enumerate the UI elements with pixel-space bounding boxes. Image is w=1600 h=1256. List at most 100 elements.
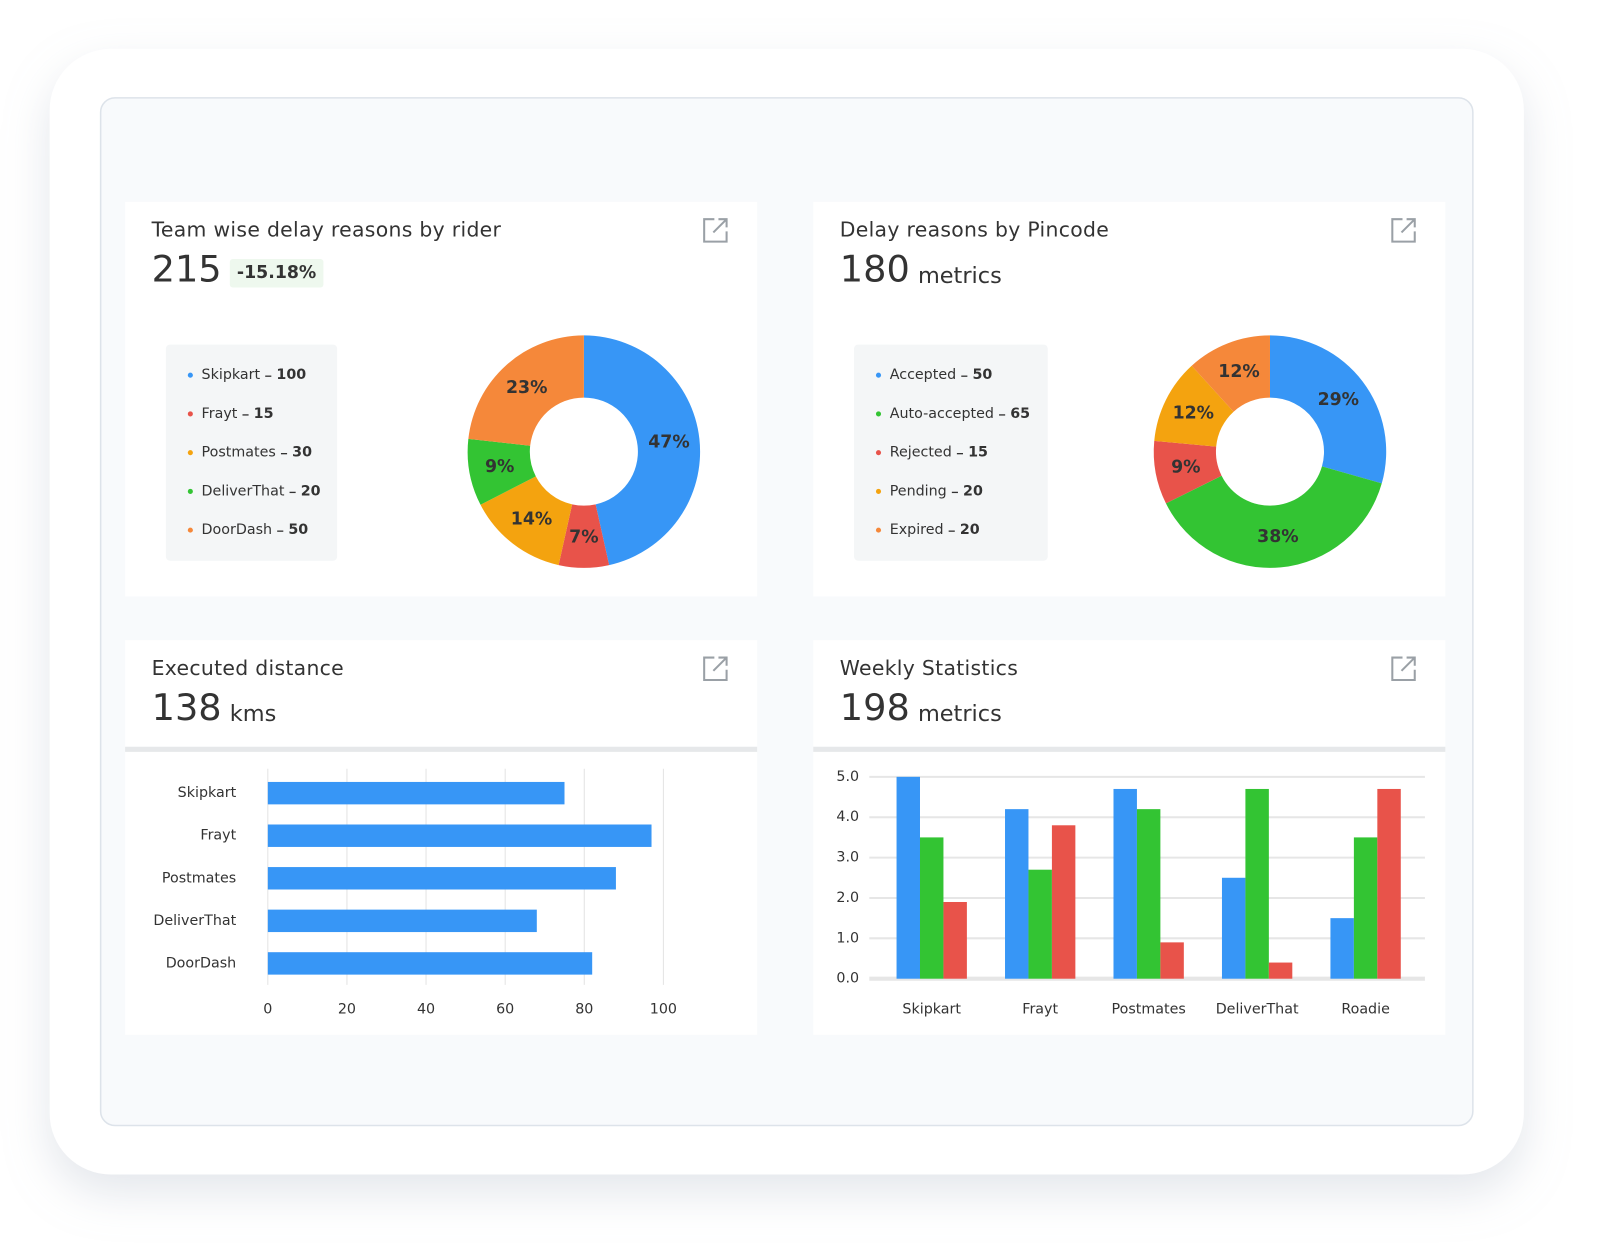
bar <box>1113 788 1137 979</box>
legend-label: Rejected <box>890 445 952 461</box>
metric-unit: metrics <box>918 701 1002 727</box>
legend-value: 20 <box>960 522 980 538</box>
y-tick-label: 2.0 <box>836 890 859 906</box>
donut-slice <box>583 335 701 566</box>
slice-label: 47% <box>648 432 689 452</box>
legend-value: 20 <box>963 483 983 499</box>
legend-dot <box>187 411 193 417</box>
legend-label: Pending <box>890 483 947 499</box>
donut-slice <box>1165 466 1382 568</box>
legend-dot <box>187 450 193 456</box>
x-tick-label: 60 <box>496 1001 514 1017</box>
legend-value: 15 <box>968 445 988 461</box>
open-icon[interactable] <box>703 218 728 243</box>
legend-label: Frayt <box>202 406 238 422</box>
slice-label: 23% <box>506 378 547 398</box>
open-icon[interactable] <box>703 656 728 682</box>
panel-title: Executed distance <box>152 656 344 680</box>
panel-title: Weekly Statistics <box>840 656 1018 680</box>
y-tick-label: 3.0 <box>836 850 859 866</box>
legend-label: DoorDash <box>202 522 273 538</box>
x-tick-label: 0 <box>263 1001 272 1017</box>
legend-value: 65 <box>1010 406 1030 422</box>
x-tick-label: Frayt <box>1022 1001 1058 1017</box>
bar <box>1330 918 1354 979</box>
metric-value: 138 <box>152 686 222 729</box>
legend-value: 30 <box>292 445 312 461</box>
x-tick-label: 100 <box>650 1001 677 1017</box>
legend-value: 100 <box>276 367 306 383</box>
bar <box>267 952 593 975</box>
bar <box>267 909 537 933</box>
slice-label: 14% <box>511 509 552 529</box>
bar <box>943 901 967 979</box>
legend-label: Auto-accepted <box>890 406 994 422</box>
open-icon-box <box>1391 656 1416 682</box>
legend-value: 50 <box>288 522 308 538</box>
change-value: -15.18% <box>237 263 316 283</box>
x-tick-label: 20 <box>338 1001 356 1017</box>
y-tick-label: 5.0 <box>836 769 859 785</box>
open-icon-box <box>1391 218 1416 243</box>
bar <box>1268 962 1293 979</box>
legend-value: 50 <box>972 367 992 383</box>
open-icon[interactable] <box>1391 218 1416 243</box>
x-tick-label: Roadie <box>1341 1001 1390 1017</box>
open-icon-arrow <box>712 656 728 672</box>
y-tick-label: DeliverThat <box>153 913 236 929</box>
x-tick-label: 80 <box>575 1001 593 1017</box>
donut-slice <box>1269 335 1387 484</box>
slice-label: 9% <box>1171 457 1200 477</box>
slice-label: 7% <box>569 527 598 547</box>
bar <box>1051 825 1076 979</box>
donut-slice <box>558 504 610 568</box>
panel: Executed distance 138 kms 0 20 40 60 80 100 Skipk… <box>125 640 758 1035</box>
legend-label: Expired <box>890 522 944 538</box>
donut-slice <box>1154 365 1234 447</box>
open-icon-box <box>703 656 728 682</box>
legend-dot <box>875 527 882 533</box>
bar <box>1005 809 1029 979</box>
legend-value: 20 <box>301 483 321 499</box>
x-tick-label: DeliverThat <box>1216 1001 1299 1017</box>
legend-dot <box>875 488 882 494</box>
y-tick-label: DoorDash <box>166 955 237 971</box>
legend-dot <box>875 450 882 456</box>
open-icon-box <box>703 218 728 243</box>
donut-slice <box>480 476 573 566</box>
bar <box>1028 869 1052 979</box>
legend-label: DeliverThat <box>202 483 285 499</box>
legend-label: Skipkart <box>202 367 261 383</box>
slice-label: 38% <box>1257 527 1298 547</box>
y-tick-label: Skipkart <box>178 785 237 801</box>
donut-slice <box>468 335 584 446</box>
bar <box>1245 788 1269 979</box>
open-icon-arrow <box>1400 656 1416 672</box>
bar <box>896 776 920 979</box>
open-icon-arrow <box>712 218 728 234</box>
bar <box>1353 837 1378 979</box>
panel: Weekly Statistics 198 metrics 0.0 1.0 2.0 3.0 4… <box>813 640 1446 1035</box>
metric-value: 180 <box>840 248 910 291</box>
slice-label: 9% <box>485 457 514 477</box>
slice-label: 12% <box>1218 362 1259 382</box>
bar <box>1221 877 1246 979</box>
x-tick-label: Postmates <box>1112 1001 1186 1017</box>
legend-label: Accepted <box>890 367 956 383</box>
y-tick-label: 1.0 <box>836 930 859 946</box>
bar <box>919 837 944 979</box>
donut-slice <box>1153 440 1222 504</box>
bar <box>267 781 565 805</box>
open-icon[interactable] <box>1391 656 1416 682</box>
legend-dot <box>875 372 882 378</box>
legend-dot <box>187 527 193 533</box>
content: Team wise delay reasons by rider 215 -15.1… <box>125 201 1446 1035</box>
y-tick-label: Postmates <box>162 870 236 886</box>
legend-dot <box>875 411 882 417</box>
bar <box>1377 788 1401 979</box>
donut-slice <box>467 438 536 505</box>
panel: Team wise delay reasons by rider 215 -15.1… <box>125 201 758 597</box>
bar <box>267 867 616 890</box>
